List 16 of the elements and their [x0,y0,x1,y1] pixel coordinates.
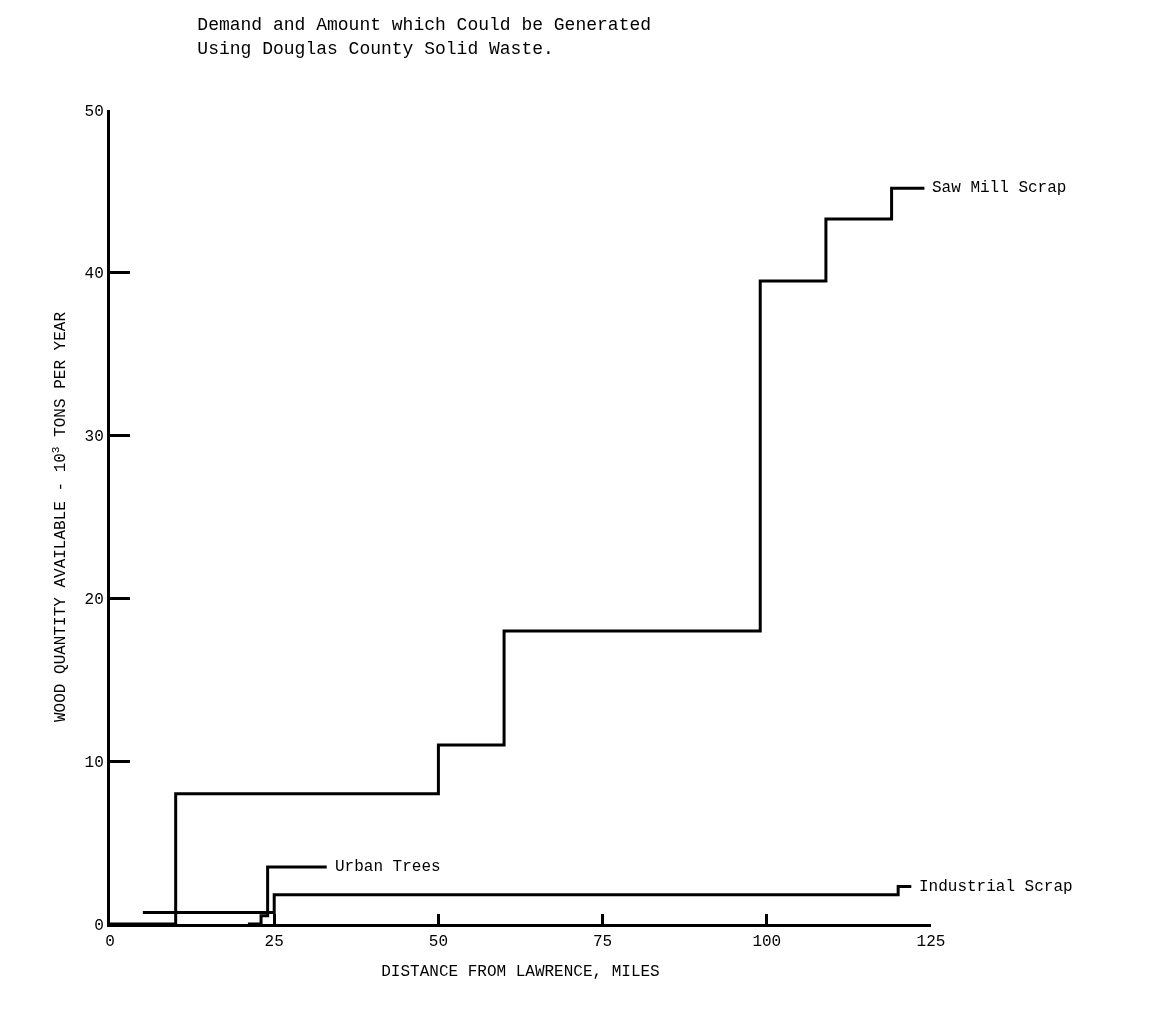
y-tick-label: 30 [84,428,104,447]
y-tick-label: 20 [84,591,104,609]
series-label: Saw Mill Scrap [932,179,1067,197]
x-tick-label: 100 [752,933,782,952]
series-label: Industrial Scrap [919,878,1073,896]
x-axis-title: DISTANCE FROM LAWRENCE, MILES [381,962,660,981]
x-tick-label: 50 [428,933,448,952]
y-tick-label: 40 [84,265,104,284]
series-label: Urban Trees [335,858,441,876]
x-tick-label: 75 [593,933,613,952]
chart-title: Demand and Amount which Could be Generated Using Douglas County Solid Waste. [197,15,652,59]
y-tick-label: 0 [94,916,104,935]
y-tick-label: 10 [84,753,104,772]
x-tick-label: 125 [916,933,946,952]
x-tick-label: 25 [264,933,284,952]
y-tick-label: 50 [84,102,104,121]
